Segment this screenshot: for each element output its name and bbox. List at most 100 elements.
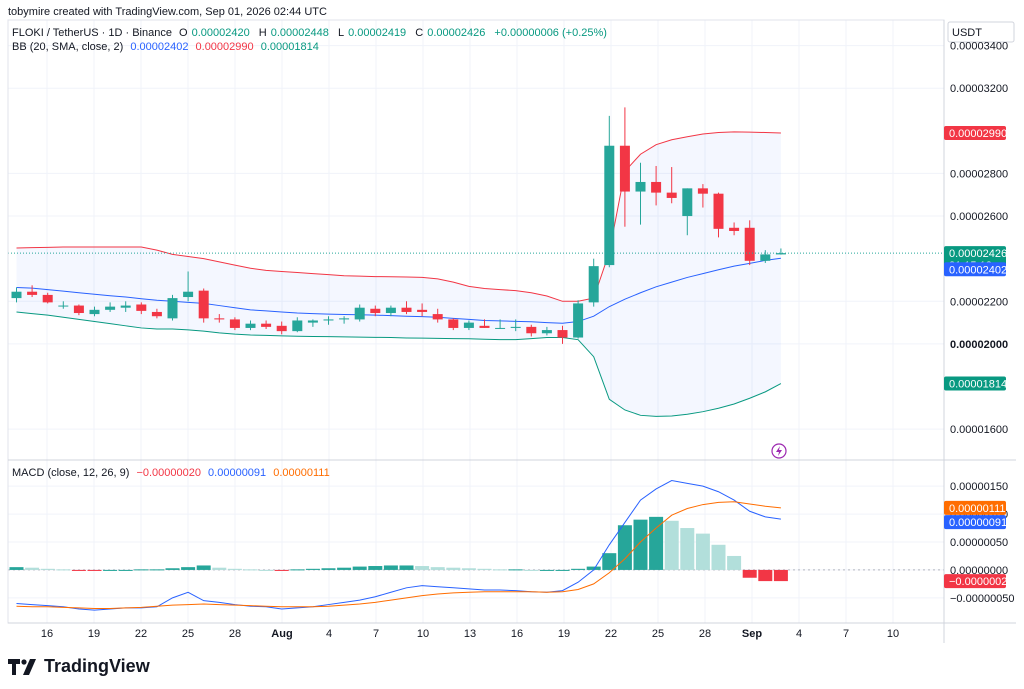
macd-histogram-bar xyxy=(430,567,445,570)
macd-histogram-bar xyxy=(321,568,336,570)
macd-histogram-bar xyxy=(103,569,118,571)
price-tick-label: 0.00001600 xyxy=(950,424,1008,436)
macd-tick-label: 0.00000150 xyxy=(950,481,1008,493)
price-tick-label: 0.00002600 xyxy=(950,211,1008,223)
tradingview-logo-text: TradingView xyxy=(44,656,150,676)
price-tick-label: 0.00003400 xyxy=(950,41,1008,53)
candle xyxy=(120,305,131,308)
candle xyxy=(261,323,272,327)
macd-line xyxy=(16,480,781,611)
candle xyxy=(401,307,412,312)
macd-histogram-bar xyxy=(680,528,695,570)
macd-histogram-bar xyxy=(711,544,726,570)
candle xyxy=(432,314,443,320)
unit-label: USDT xyxy=(952,27,982,39)
macd-histogram-bar xyxy=(305,568,320,570)
bb-legend: BB (20, SMA, close, 2) 0.00002402 0.0000… xyxy=(12,41,319,53)
ohlc-values: O 0.00002420 H 0.00002448 L 0.00002419 C 0.0… xyxy=(179,27,607,39)
candle xyxy=(526,326,537,334)
candle xyxy=(635,181,646,192)
candle xyxy=(495,327,506,329)
candle xyxy=(292,320,303,332)
candlesticks xyxy=(8,107,944,344)
macd-histogram-bar xyxy=(56,569,71,571)
macd-histogram-bar xyxy=(9,567,24,570)
time-tick-label: 28 xyxy=(229,628,241,640)
candle xyxy=(136,304,147,311)
macd-histogram-bar xyxy=(87,569,102,571)
bb-fill xyxy=(16,131,781,417)
macd-signal-badge-label: 0.00000111 xyxy=(949,503,1005,515)
candle xyxy=(697,188,708,194)
time-tick-label: 7 xyxy=(843,628,849,640)
macd-histogram-bar xyxy=(40,568,55,570)
candle xyxy=(229,319,240,328)
time-tick-label: 7 xyxy=(373,628,379,640)
candle xyxy=(463,322,474,328)
macd-histogram-bar xyxy=(633,519,648,570)
macd-histogram-bar xyxy=(181,567,196,570)
candle xyxy=(385,307,396,314)
lightning-icon xyxy=(771,443,787,459)
macd-tick-label: 0.00000050 xyxy=(950,537,1008,549)
bb-basis-badge-label: 0.00002402 xyxy=(949,264,1007,276)
time-tick-label: 19 xyxy=(558,628,570,640)
macd-histogram-bar xyxy=(212,567,227,570)
time-tick-label: 25 xyxy=(652,628,664,640)
candle xyxy=(557,330,568,338)
macd-signal-line xyxy=(16,501,781,609)
macd-histogram-bar xyxy=(196,565,211,570)
macd-line-value: 0.00000091 xyxy=(208,467,267,479)
candle xyxy=(307,320,318,323)
unit-box xyxy=(947,21,1015,43)
macd-histogram-bar xyxy=(586,566,601,570)
macd-histogram-bar xyxy=(617,525,632,570)
candle xyxy=(105,306,116,310)
macd-histogram-bar xyxy=(461,568,476,570)
lightning-icon-glyph xyxy=(776,446,782,456)
time-tick-label: 4 xyxy=(796,628,802,640)
candle xyxy=(479,325,490,328)
macd-pane xyxy=(8,480,944,611)
tradingview-logo[interactable]: TradingView xyxy=(8,656,150,677)
macd-histogram-bar xyxy=(259,569,274,571)
macd-histogram-bar xyxy=(649,516,664,570)
candle xyxy=(183,291,194,298)
candle xyxy=(42,294,53,303)
macd-histogram-bar xyxy=(508,569,523,571)
macd-histogram-bar xyxy=(664,520,679,570)
time-tick-label: 28 xyxy=(699,628,711,640)
axes: USDT 0.00003400 0.00003200 0.00002800 0.0000… xyxy=(7,19,1016,643)
macd-line-badge xyxy=(944,515,1006,530)
candle xyxy=(541,330,552,334)
bb-basis-line xyxy=(16,257,781,324)
candle xyxy=(713,193,724,229)
macd-histogram-bar xyxy=(695,533,710,570)
macd-histogram-bar xyxy=(149,569,164,571)
candle xyxy=(58,305,69,307)
time-tick-label: 25 xyxy=(182,628,194,640)
candle xyxy=(370,308,381,314)
macd-histogram-bar xyxy=(118,569,133,571)
bb-upper-line xyxy=(16,131,781,302)
candle xyxy=(588,266,599,303)
macd-histogram-bar xyxy=(165,568,180,570)
macd-signal-value: 0.00000111 xyxy=(273,467,330,479)
macd-hist-badge xyxy=(944,574,1006,589)
candle xyxy=(27,291,38,295)
candle xyxy=(651,181,662,193)
bb-lower-value: 0.00001814 xyxy=(260,41,319,53)
candle xyxy=(11,291,22,299)
macd-histogram-bar xyxy=(571,568,586,570)
macd-histogram-bar xyxy=(727,555,742,570)
time-tick-label: 22 xyxy=(605,628,617,640)
candle xyxy=(198,290,209,319)
candle xyxy=(573,303,584,338)
bb-upper-badge-label: 0.00002990 xyxy=(949,128,1007,140)
candle xyxy=(682,188,693,217)
candle xyxy=(510,326,521,328)
candle xyxy=(354,307,365,320)
candle xyxy=(619,145,630,192)
